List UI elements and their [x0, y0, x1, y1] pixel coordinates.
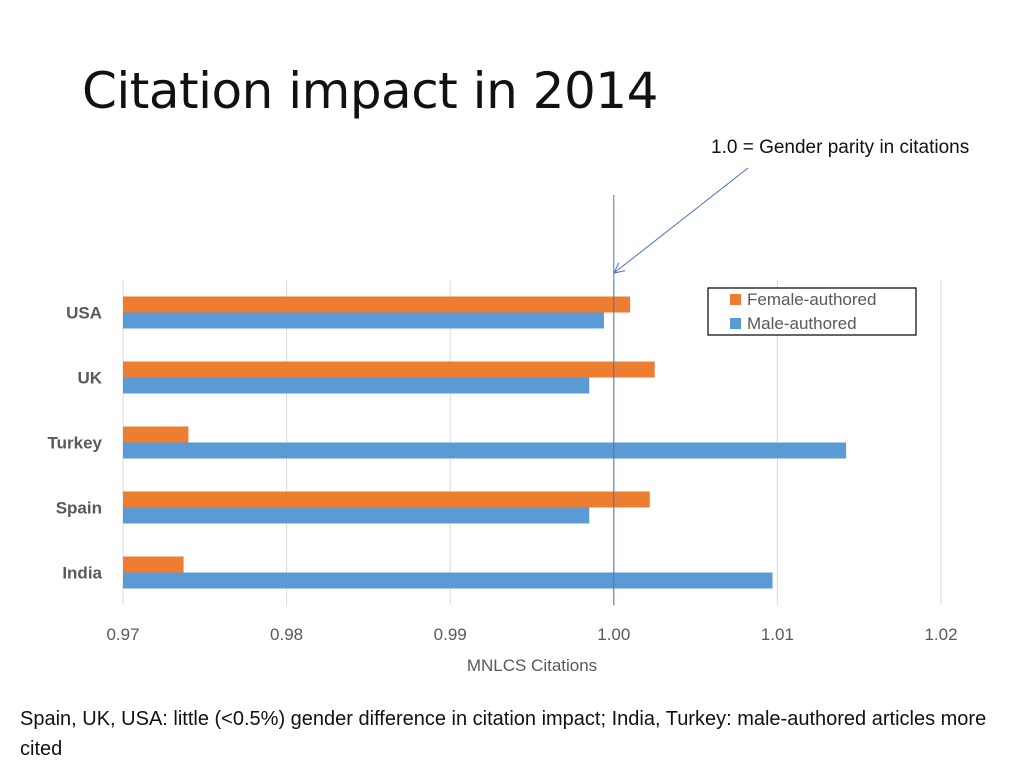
slide-title: Citation impact in 2014 — [82, 62, 658, 120]
x-tick-label: 0.98 — [270, 625, 303, 644]
legend: Female-authored Male-authored — [707, 287, 917, 336]
bar-male-authored-turkey — [123, 442, 847, 459]
x-axis-title: MNLCS Citations — [467, 656, 597, 675]
legend-label: Female-authored — [747, 290, 876, 309]
bar-female-authored-usa — [123, 296, 631, 313]
x-tick-label: 0.97 — [106, 625, 139, 644]
category-label: Turkey — [48, 434, 103, 453]
x-tick-label: 1.02 — [924, 625, 957, 644]
bar-female-authored-india — [123, 556, 184, 573]
legend-swatch — [730, 318, 741, 329]
x-tick-label: 1.00 — [597, 625, 630, 644]
legend-label: Male-authored — [747, 314, 857, 333]
category-label: UK — [77, 369, 102, 388]
bar-female-authored-spain — [123, 491, 650, 508]
annotation-arrow — [614, 167, 749, 273]
bar-female-authored-turkey — [123, 426, 189, 443]
bar-male-authored-uk — [123, 377, 590, 394]
slide-footer: Spain, UK, USA: little (<0.5%) gender di… — [20, 708, 987, 760]
bar-female-authored-uk — [123, 361, 655, 378]
bar-male-authored-india — [123, 572, 773, 589]
bar-male-authored-spain — [123, 507, 590, 524]
legend-swatch — [730, 294, 741, 305]
category-label: USA — [66, 304, 102, 323]
category-label: Spain — [56, 499, 102, 518]
x-tick-label: 0.99 — [434, 625, 467, 644]
parity-annotation: 1.0 = Gender parity in citations — [711, 137, 970, 158]
category-label: India — [62, 564, 102, 583]
bar-male-authored-usa — [123, 312, 604, 329]
x-tick-label: 1.01 — [761, 625, 794, 644]
